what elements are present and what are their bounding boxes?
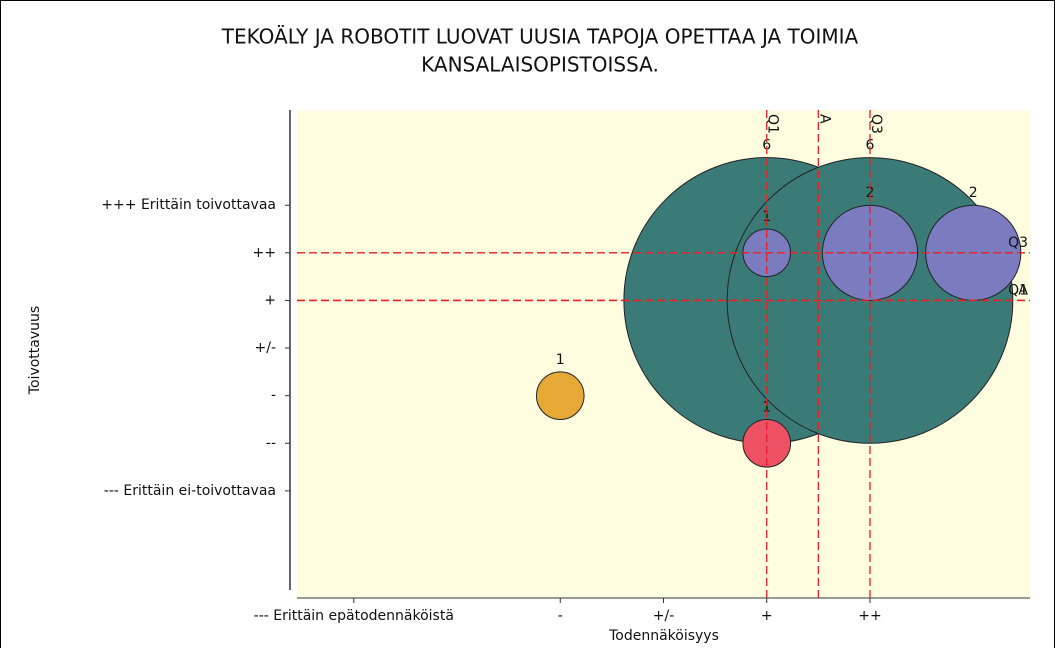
x-axis-title: Todennäköisyys (608, 628, 719, 644)
x-tick-label: +/- (653, 608, 675, 624)
x-tick-label: + (761, 608, 773, 624)
bubble (535, 371, 585, 420)
data-label: 2 (866, 185, 875, 201)
reference-label: Q1 (1008, 282, 1028, 298)
y-tick-label: + (264, 292, 276, 308)
chart-title: TEKOÄLY JA ROBOTIT LUOVAT UUSIA TAPOJA O… (221, 25, 859, 49)
data-label: 1 (556, 352, 565, 368)
y-tick-label: --- Erittäin ei-toivottavaa (104, 483, 276, 499)
data-label: 2 (969, 185, 978, 201)
reference-label: Q3 (868, 114, 884, 134)
bubble (742, 418, 792, 468)
data-label: 1 (762, 399, 771, 415)
x-tick-label: --- Erittäin epätodennäköistä (254, 608, 454, 624)
y-tick-label: +/- (255, 340, 277, 356)
y-tick-label: +++ Erittäin toivottavaa (101, 197, 276, 213)
reference-label: A (1018, 282, 1028, 298)
data-label: 1 (762, 209, 771, 225)
y-tick-label: - (271, 388, 276, 404)
y-tick-label: -- (266, 435, 276, 451)
y-axis-title: Toivottavuus (27, 306, 43, 395)
x-tick-label: - (558, 608, 563, 624)
reference-label: Q3 (1008, 235, 1028, 251)
bubble (821, 204, 919, 301)
data-label: 6 (866, 138, 875, 154)
reference-label: Q1 (765, 114, 781, 134)
chart-title: KANSALAISOPISTOISSA. (421, 53, 659, 77)
data-label: 6 (762, 138, 771, 154)
x-tick-label: ++ (858, 608, 881, 624)
y-tick-label: ++ (253, 245, 276, 261)
reference-label: A (816, 114, 832, 124)
